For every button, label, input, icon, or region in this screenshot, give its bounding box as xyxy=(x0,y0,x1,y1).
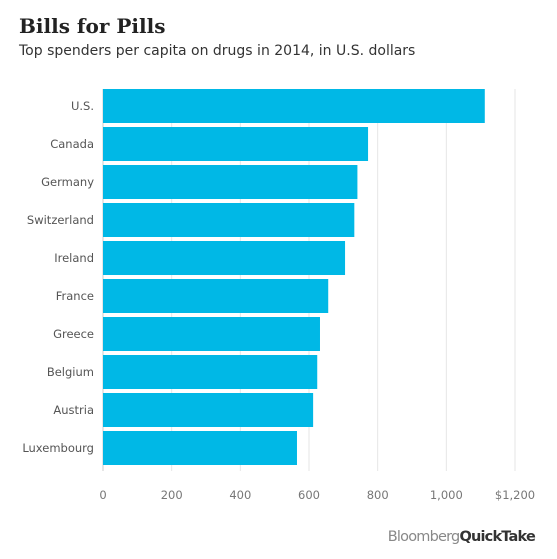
category-labels: U.S. Canada Germany Switzerland Ireland Franc… xyxy=(22,99,94,455)
bars xyxy=(103,89,485,465)
bar xyxy=(103,279,329,313)
bar xyxy=(103,203,355,237)
brand-bloomberg: Bloomberg xyxy=(387,529,460,545)
brand-quicktake: QuickTake xyxy=(459,529,535,545)
category-label: Belgium xyxy=(47,365,94,379)
bar xyxy=(103,317,320,351)
x-tick-label: 600 xyxy=(298,488,320,502)
bar xyxy=(103,89,485,123)
bar xyxy=(103,393,314,427)
category-label: Switzerland xyxy=(27,213,94,227)
category-label: Austria xyxy=(53,403,94,417)
x-tick-label: 800 xyxy=(367,488,389,502)
chart-title: Bills for Pills xyxy=(19,14,166,38)
x-tick-label: $1,200 xyxy=(495,488,535,502)
tick-labels: 0 200 400 600 800 1,000 $1,200 xyxy=(99,488,535,502)
category-label: Greece xyxy=(53,327,94,341)
bar xyxy=(103,355,318,389)
category-label: U.S. xyxy=(71,99,94,113)
category-label: Ireland xyxy=(54,251,94,265)
category-label: Luxembourg xyxy=(22,441,94,455)
category-label: Germany xyxy=(41,175,94,189)
bar xyxy=(103,241,346,275)
bar xyxy=(103,165,358,199)
x-tick-label: 1,000 xyxy=(430,488,463,502)
x-tick-label: 400 xyxy=(229,488,251,502)
category-label: France xyxy=(56,289,94,303)
bar xyxy=(103,431,297,465)
x-tick-label: 200 xyxy=(161,488,183,502)
chart-subtitle: Top spenders per capita on drugs in 2014… xyxy=(19,43,416,59)
brand-logo: BloombergQuickTake xyxy=(387,529,536,545)
bar xyxy=(103,127,369,161)
x-tick-label: 0 xyxy=(99,488,106,502)
category-label: Canada xyxy=(50,137,94,151)
